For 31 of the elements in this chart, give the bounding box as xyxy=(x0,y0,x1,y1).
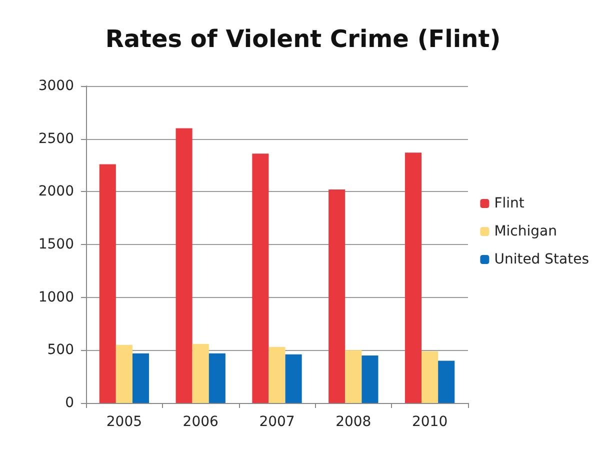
x-tick-label: 2007 xyxy=(259,414,295,430)
bar xyxy=(116,344,132,403)
x-tick-label: 2005 xyxy=(106,414,142,430)
legend-label: United States xyxy=(494,252,590,268)
bar xyxy=(285,354,302,403)
y-tick-label: 0 xyxy=(65,395,74,411)
bar xyxy=(252,154,269,403)
bar xyxy=(404,152,422,403)
y-tick-label: 500 xyxy=(47,342,74,358)
bar xyxy=(438,360,455,403)
y-tick-label: 1000 xyxy=(38,289,74,306)
bar xyxy=(345,350,362,403)
x-tick-label: 2010 xyxy=(412,414,448,430)
bar xyxy=(328,190,346,403)
bar xyxy=(99,164,116,403)
y-tick-label: 3000 xyxy=(38,78,74,94)
chart-title: Rates of Violent Crime (Flint) xyxy=(105,25,501,53)
bar xyxy=(176,128,192,403)
y-tick-label: 2500 xyxy=(38,130,74,147)
y-tick-label: 2000 xyxy=(38,184,74,200)
x-tick-label: 2006 xyxy=(182,414,218,430)
bar xyxy=(362,355,378,403)
bar xyxy=(192,344,209,403)
x-tick-label: 2008 xyxy=(336,414,372,430)
bar xyxy=(268,346,286,403)
bar xyxy=(208,353,226,403)
legend-label: Flint xyxy=(494,196,525,212)
legend-label: Michigan xyxy=(494,224,557,240)
bar xyxy=(422,351,438,403)
bar xyxy=(132,353,150,403)
y-tick-label: 1500 xyxy=(38,236,74,252)
